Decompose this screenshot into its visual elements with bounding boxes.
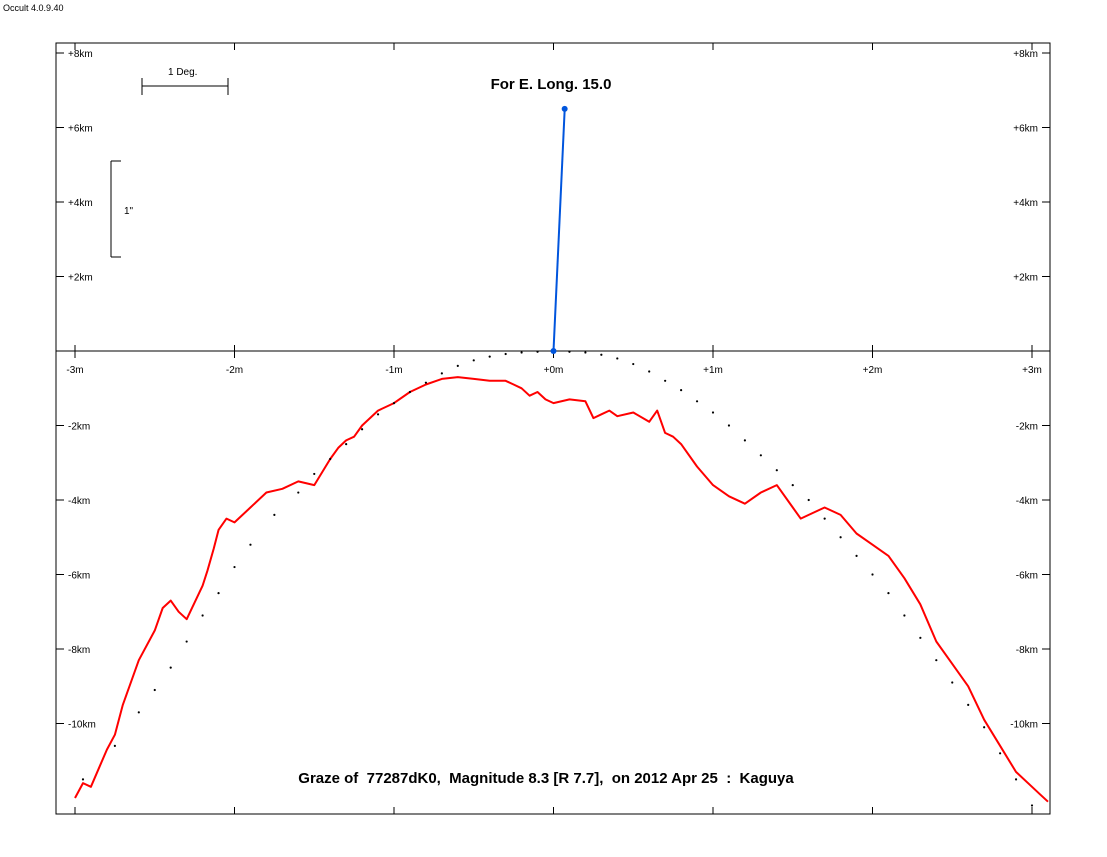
limb-profile-dot — [137, 711, 140, 714]
y-tick-label-right: -2km — [1016, 422, 1038, 433]
limb-profile-dot — [488, 355, 491, 358]
limb-profile-dot — [472, 359, 475, 362]
limb-profile-dot — [903, 614, 906, 617]
limb-profile-dot — [791, 484, 794, 487]
limb-profile-dot — [345, 443, 348, 446]
limb-profile-dot — [983, 726, 986, 729]
limb-profile-dot — [648, 370, 651, 373]
limb-profile-dot — [1014, 778, 1018, 781]
x-tick-label: +0m — [544, 365, 564, 376]
limb-profile-dot — [297, 491, 300, 494]
limb-profile-dot — [233, 565, 236, 569]
limb-profile-dot — [392, 402, 396, 405]
y-tick-label-right: -8km — [1016, 645, 1038, 656]
limb-profile-dot — [839, 536, 842, 539]
limb-profile-dot — [81, 778, 85, 781]
y-tick-label-left: +6km — [68, 124, 93, 135]
limb-profile-dot — [185, 640, 188, 643]
limb-profile-dot — [408, 390, 412, 394]
limb-profile-dot — [727, 424, 731, 427]
y-tick-label-left: -4km — [68, 496, 90, 507]
limb-profile-dot — [113, 744, 116, 747]
limb-profile-dot — [456, 364, 459, 367]
limb-profile-dot — [153, 688, 156, 692]
limb-profile-dot — [711, 411, 715, 414]
limb-profile-dot — [999, 752, 1002, 755]
limb-profile-dot — [775, 469, 778, 472]
y-tick-label-left: -8km — [68, 645, 90, 656]
y-tick-label-right: -6km — [1016, 571, 1038, 582]
limb-profile-dot — [871, 573, 874, 576]
lunar-limb-profile-line — [74, 376, 1049, 803]
limb-profile-dot — [664, 379, 667, 382]
axis-ticks — [56, 43, 1050, 814]
y-tick-label-left: +8km — [68, 49, 93, 60]
limb-profile-dot — [743, 439, 747, 442]
limb-profile-dot — [424, 381, 427, 384]
y-tick-label-right: +2km — [1013, 273, 1038, 284]
limb-profile-dot — [440, 372, 443, 375]
y-tick-label-right: -10km — [1010, 720, 1038, 731]
y-tick-label-right: +8km — [1013, 49, 1038, 60]
limb-profile-dot — [329, 457, 332, 461]
limb-profile-dot — [632, 362, 635, 366]
limb-profile-dot — [568, 350, 571, 353]
y-tick-label-left: -2km — [68, 422, 90, 433]
y-tick-label-right: +6km — [1013, 124, 1038, 135]
limb-profile-dot — [759, 454, 762, 457]
limb-profile-dot — [1030, 804, 1034, 807]
y-tick-label-right: -4km — [1016, 496, 1038, 507]
y-tick-label-left: +2km — [68, 273, 93, 284]
limb-profile-dot — [887, 592, 890, 595]
limb-profile-dot — [504, 352, 507, 356]
limb-profile-dot — [520, 351, 523, 354]
limb-profile-dot — [536, 350, 539, 353]
limb-profile-dot — [361, 428, 364, 431]
limb-profile-dot — [807, 498, 810, 502]
chart-subtitle: For E. Long. 15.0 — [491, 76, 612, 93]
limb-profile-dot — [935, 659, 938, 662]
series-layer — [74, 105, 1049, 807]
x-tick-label: -2m — [226, 365, 243, 376]
limb-profile-dot — [584, 351, 587, 354]
y-tick-label-left: +4km — [68, 198, 93, 209]
y-tick-label-left: -6km — [68, 571, 90, 582]
limb-profile-dot — [376, 413, 380, 416]
limb-profile-dot — [249, 543, 252, 546]
y-tick-label-left: -10km — [68, 720, 96, 731]
graze-path-endpoint — [561, 105, 568, 112]
graze-path-endpoint — [550, 348, 557, 354]
plot-frame — [55, 42, 1051, 815]
y-tick-label-right: +4km — [1013, 198, 1038, 209]
axis-tick-labels: -3m -2m -1m +0m +1m +2m +3m +8km +8km +6km +6km +4k… — [66, 49, 1041, 731]
chart-title: Graze of 77287dK0, Magnitude 8.3 [R 7.7]… — [298, 770, 794, 787]
x-tick-label: +2m — [863, 365, 883, 376]
limb-profile-dot — [201, 614, 204, 617]
limb-profile-dot — [169, 666, 172, 669]
x-tick-label: +1m — [703, 365, 723, 376]
limb-profile-dot — [855, 554, 858, 557]
vertical-scale-bar: 1" — [110, 160, 134, 258]
limb-profile-dot — [695, 400, 699, 403]
limb-profile-dot — [823, 517, 826, 520]
app-version-label: Occult 4.0.9.40 — [3, 3, 64, 13]
limb-profile-dot — [313, 472, 316, 476]
limb-profile-dot — [217, 592, 220, 595]
limb-profile-dot — [919, 636, 922, 639]
x-tick-label: -1m — [385, 365, 402, 376]
x-tick-label: -3m — [66, 365, 83, 376]
limb-profile-dot — [680, 389, 683, 392]
limb-profile-dot — [967, 703, 970, 706]
limb-profile-dot — [616, 357, 619, 360]
horizontal-scale-bar: 1 Deg. — [141, 67, 229, 95]
graze-path-line — [552, 108, 566, 352]
limb-profile-dot — [600, 353, 603, 356]
vertical-scale-label: 1" — [124, 206, 134, 217]
horizontal-scale-label: 1 Deg. — [168, 67, 197, 78]
limb-profile-dot — [951, 681, 954, 684]
limb-profile-dot — [273, 513, 276, 517]
x-tick-label: +3m — [1022, 365, 1042, 376]
